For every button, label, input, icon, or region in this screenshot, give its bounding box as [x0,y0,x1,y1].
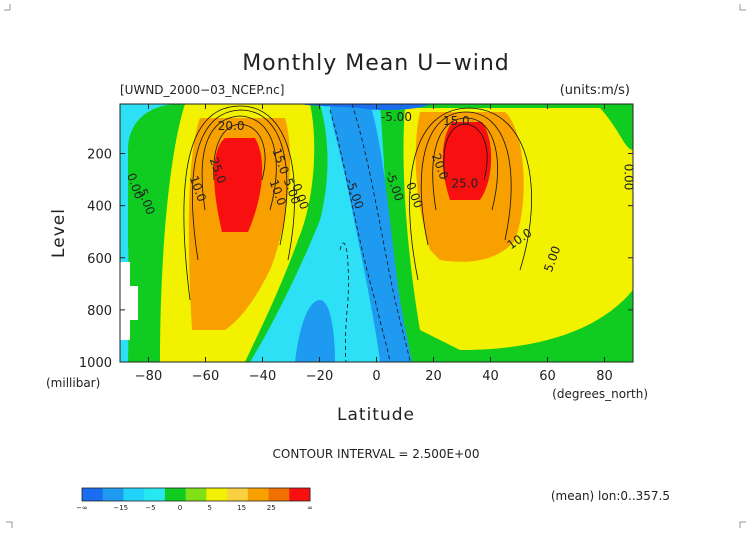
colorbar-frame [81,487,311,502]
x-tick-label: −40 [249,369,276,384]
crop-marks [4,4,746,528]
colorbar-swatch [82,488,104,501]
colorbar-swatch [268,488,290,501]
x-tick-label: 20 [425,369,442,384]
contour-label: 0.00 [621,164,635,191]
contour-line [409,107,532,281]
band-red-east [442,122,492,200]
x-tick-label: −60 [192,369,219,384]
contour-label: 20.0 [218,119,245,133]
contour-line [351,104,411,362]
colorbar-label: 5 [207,504,211,512]
contour-label: -5.00 [381,110,412,124]
contour-label: 25.0 [451,176,478,190]
contour-labels: 20.025.0 15.010.0 10.05.000.005.000.00 -5.0… [124,110,635,274]
x-tick-label: 80 [596,369,613,384]
contour-interval: CONTOUR INTERVAL = 2.500E+00 [273,447,480,461]
x-tick-label: −80 [135,369,162,384]
contour-line [201,115,277,211]
contour-label: 15.0 [443,114,470,128]
y-tick-label: 200 [87,148,112,163]
colorbar-swatch [185,488,207,501]
x-axis-label: Latitude [337,405,415,425]
x-axis-units: (degrees_north) [552,387,648,401]
colorbar-swatch [206,488,228,501]
contour-line [339,242,349,362]
colorbar: −∞ −15 −5 0 5 15 25 ∞ [76,487,313,512]
colorbar-label: 25 [267,504,276,512]
x-tick-label: 40 [482,369,499,384]
colorbar-swatch [247,488,270,501]
x-tick-label: 60 [539,369,556,384]
band-blue-south [295,300,335,362]
units-label: (units:m/s) [560,83,630,98]
averaging-note: (mean) lon:0..357.5 [551,489,670,503]
x-tick-label: −20 [306,369,333,384]
contour-line [213,123,266,181]
colorbar-label: ∞ [307,504,313,512]
band-blue-tropics [330,104,412,362]
y-tick-label: 600 [87,252,112,267]
colorbar-swatch [289,488,311,501]
contour-line [432,117,498,211]
colorbar-label: 15 [237,504,246,512]
chart-title: Monthly Mean U−wind [242,51,510,76]
colorbar-swatch [102,488,124,501]
contour-line [183,105,295,301]
y-tick-label: 1000 [79,356,112,371]
colorbar-swatch [227,488,249,501]
band-darkblue-top [300,104,430,111]
contour-line [192,109,288,261]
contour-line [420,111,512,246]
colorbar-label: −5 [145,504,155,512]
y-tick-label: 800 [87,304,112,319]
y-tick-label: 400 [87,200,112,215]
colorbar-swatch [164,488,187,501]
colorbar-label: −∞ [76,504,88,512]
white-patch [120,262,138,340]
contour-field [120,104,633,362]
y-axis-units: (millibar) [46,376,100,390]
x-tick-label: 0 [372,369,380,384]
colorbar-label: 0 [178,504,182,512]
band-red-west [214,138,263,232]
colorbar-swatch [144,488,166,501]
y-axis-ticks: 200 400 600 800 1000 [79,148,633,371]
contour-line [443,123,488,181]
dataset-label: [UWND_2000−03_NCEP.nc] [120,83,284,97]
colorbar-label: −15 [113,504,128,512]
contour-line [329,109,391,362]
x-axis-ticks: −80 −60 −40 −20 0 20 40 60 80 [135,104,613,384]
colorbar-swatch [123,488,145,501]
y-axis-label: Level [49,208,69,258]
